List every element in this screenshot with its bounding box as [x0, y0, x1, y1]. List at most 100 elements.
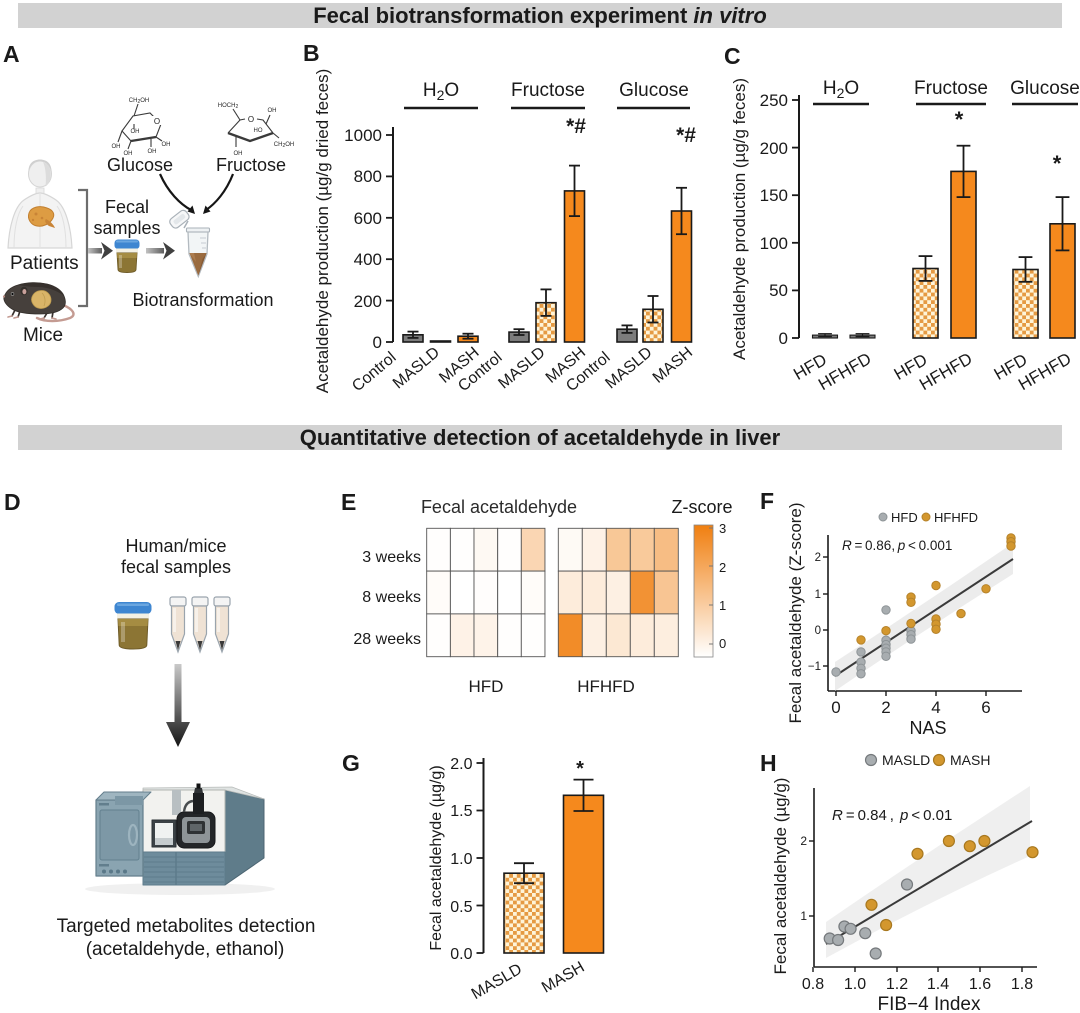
svg-text:2.0: 2.0 [450, 756, 472, 773]
svg-text:MASLD: MASLD [495, 344, 548, 392]
svg-text:1: 1 [815, 589, 821, 601]
svg-text:CH2OH: CH2OH [129, 98, 149, 105]
svg-text:H2O: H2O [823, 78, 859, 101]
svg-text:*: * [955, 107, 964, 132]
svg-text:3 weeks: 3 weeks [362, 549, 421, 566]
svg-text:HFHFD: HFHFD [577, 677, 635, 696]
svg-text:1.6: 1.6 [969, 976, 991, 993]
svg-text:600: 600 [354, 209, 382, 228]
svg-text:MASH: MASH [950, 752, 990, 768]
svg-text:250: 250 [760, 91, 788, 110]
svg-text:OH: OH [148, 149, 157, 155]
svg-text:Fecal acetaldehyde: Fecal acetaldehyde [421, 497, 577, 517]
svg-text:OH: OH [124, 151, 133, 157]
svg-text:OH: OH [268, 108, 277, 114]
svg-text:0.5: 0.5 [450, 899, 472, 916]
svg-text:Fecal acetaldehyde (Z-score): Fecal acetaldehyde (Z-score) [786, 502, 805, 723]
svg-text:HFD: HFD [891, 510, 918, 525]
svg-text:50: 50 [769, 281, 788, 300]
svg-text:OH: OH [112, 144, 121, 150]
svg-text:*#: *# [676, 124, 696, 147]
svg-text:HFHFD: HFHFD [815, 349, 874, 394]
svg-text:MASH: MASH [539, 959, 588, 997]
svg-text:FIB−4 Index: FIB−4 Index [878, 994, 981, 1013]
svg-text:1.4: 1.4 [927, 976, 949, 993]
svg-text:Acetaldehyde production (µg/g: Acetaldehyde production (µg/g feces) [730, 78, 749, 360]
svg-text:Fecal acetaldehyde (µg/g): Fecal acetaldehyde (µg/g) [771, 778, 790, 975]
svg-text:Control: Control [349, 349, 399, 395]
svg-text:CH2OH: CH2OH [274, 142, 294, 149]
svg-text:1.5: 1.5 [450, 803, 472, 820]
svg-text:fecal samples: fecal samples [121, 557, 231, 577]
svg-text:800: 800 [354, 167, 382, 186]
svg-text:Glucose: Glucose [1010, 78, 1080, 99]
svg-text:samples: samples [93, 218, 160, 238]
svg-text:HFHFD: HFHFD [916, 349, 975, 394]
svg-text:R = 0.84 , p < 0.01: R = 0.84 , p < 0.01 [832, 807, 952, 824]
svg-text:Fructose: Fructose [511, 80, 585, 101]
svg-text:0.8: 0.8 [802, 976, 824, 993]
svg-text:200: 200 [354, 292, 382, 311]
svg-text:MASLD: MASLD [882, 752, 930, 768]
svg-text:MASLD: MASLD [469, 961, 525, 1003]
svg-text:HFD: HFD [469, 677, 504, 696]
svg-text:HFHFD: HFHFD [934, 510, 978, 525]
svg-text:2: 2 [800, 834, 807, 848]
svg-text:1.0: 1.0 [450, 851, 472, 868]
svg-text:0: 0 [373, 333, 382, 352]
svg-text:Biotransformation: Biotransformation [132, 290, 273, 310]
svg-text:*: * [1053, 151, 1062, 176]
svg-text:Human/mice: Human/mice [125, 536, 226, 556]
svg-text:Fructose: Fructose [216, 155, 286, 175]
svg-text:0: 0 [815, 625, 821, 637]
svg-text:Z-score: Z-score [671, 497, 732, 517]
svg-text:2: 2 [815, 552, 821, 564]
svg-text:HOCH2: HOCH2 [218, 103, 239, 110]
svg-text:6: 6 [981, 698, 990, 717]
svg-text:Targeted metabolites detection: Targeted metabolites detection [57, 916, 316, 937]
svg-text:O: O [248, 115, 254, 124]
svg-text:OH: OH [131, 129, 140, 135]
svg-text:−1: −1 [808, 661, 821, 673]
svg-text:MASLD: MASLD [602, 344, 655, 392]
svg-text:28 weeks: 28 weeks [353, 631, 421, 648]
svg-text:1.0: 1.0 [844, 976, 866, 993]
svg-text:1.2: 1.2 [886, 976, 908, 993]
svg-text:MASH: MASH [650, 344, 696, 387]
svg-text:2: 2 [881, 698, 890, 717]
svg-text:100: 100 [760, 234, 788, 253]
svg-text:(acetaldehyde, ethanol): (acetaldehyde, ethanol) [86, 939, 285, 960]
svg-text:1: 1 [719, 598, 726, 613]
svg-text:MASLD: MASLD [390, 344, 443, 392]
svg-text:Glucose: Glucose [107, 155, 173, 175]
svg-text:1: 1 [800, 909, 807, 923]
svg-text:Patients: Patients [10, 253, 79, 274]
svg-text:HO: HO [254, 128, 263, 134]
svg-text:2: 2 [719, 560, 726, 575]
svg-text:Fecal: Fecal [105, 197, 149, 217]
svg-text:Glucose: Glucose [619, 80, 689, 101]
svg-text:*#: *# [566, 115, 586, 138]
svg-text:150: 150 [760, 186, 788, 205]
svg-text:Fecal acetaldehyde (µg/g): Fecal acetaldehyde (µg/g) [428, 765, 445, 950]
svg-text:H2O: H2O [423, 80, 459, 103]
svg-text:OH: OH [162, 142, 171, 148]
svg-text:Fructose: Fructose [914, 78, 988, 99]
svg-text:OH: OH [234, 151, 243, 157]
svg-text:0: 0 [831, 698, 840, 717]
svg-text:Mice: Mice [23, 325, 63, 346]
svg-text:0: 0 [779, 329, 788, 348]
svg-text:NAS: NAS [909, 718, 946, 738]
svg-text:*: * [576, 758, 584, 780]
svg-text:3: 3 [719, 521, 726, 536]
svg-text:0.0: 0.0 [450, 946, 472, 963]
svg-text:8 weeks: 8 weeks [362, 589, 421, 606]
svg-text:400: 400 [354, 250, 382, 269]
svg-text:200: 200 [760, 139, 788, 158]
svg-text:4: 4 [931, 698, 940, 717]
svg-text:1000: 1000 [344, 126, 382, 145]
svg-text:R = 0.86, p < 0.001: R = 0.86, p < 0.001 [842, 538, 952, 553]
svg-text:O: O [154, 117, 160, 126]
svg-text:1.8: 1.8 [1011, 976, 1033, 993]
svg-text:0: 0 [719, 636, 726, 651]
